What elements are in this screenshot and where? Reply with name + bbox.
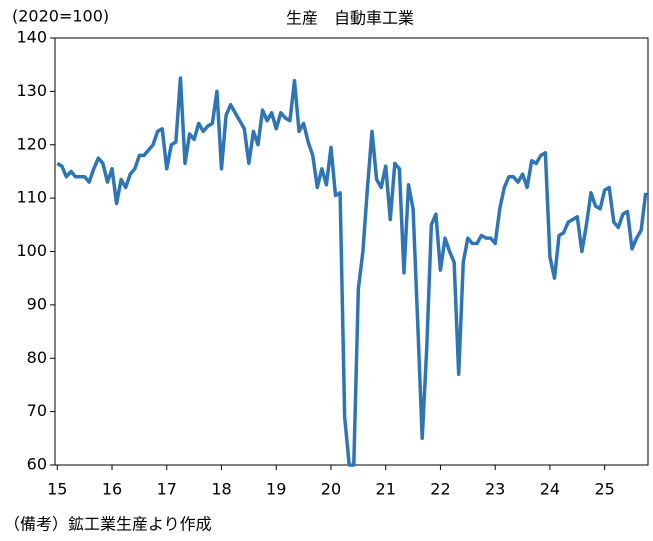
y-tick-label: 60 bbox=[27, 455, 47, 474]
x-tick-label: 18 bbox=[211, 480, 231, 499]
x-tick-label: 19 bbox=[266, 480, 286, 499]
y-tick-label: 130 bbox=[16, 81, 47, 100]
y-tick-label: 70 bbox=[27, 401, 47, 420]
x-tick-label: 23 bbox=[485, 480, 505, 499]
x-tick-label: 21 bbox=[376, 480, 396, 499]
y-tick-label: 80 bbox=[27, 348, 47, 367]
x-tick-label: 22 bbox=[430, 480, 450, 499]
y-tick-label: 90 bbox=[27, 294, 47, 313]
note: （備考）鉱工業生産より作成 bbox=[4, 515, 212, 534]
x-tick-label: 25 bbox=[594, 480, 614, 499]
y-tick-label: 110 bbox=[16, 188, 47, 207]
y-tick-label: 100 bbox=[16, 241, 47, 260]
data-line bbox=[56, 76, 648, 467]
y-unit-label: (2020=100) bbox=[12, 7, 109, 26]
y-tick-label: 140 bbox=[16, 28, 47, 47]
x-tick-label: 20 bbox=[321, 480, 341, 499]
y-tick-label: 120 bbox=[16, 134, 47, 153]
x-tick-label: 24 bbox=[540, 480, 560, 499]
chart-title: 生産 自動車工業 bbox=[286, 9, 414, 28]
x-tick-label: 16 bbox=[102, 480, 122, 499]
x-tick-label: 15 bbox=[47, 480, 67, 499]
x-tick-label: 17 bbox=[157, 480, 177, 499]
